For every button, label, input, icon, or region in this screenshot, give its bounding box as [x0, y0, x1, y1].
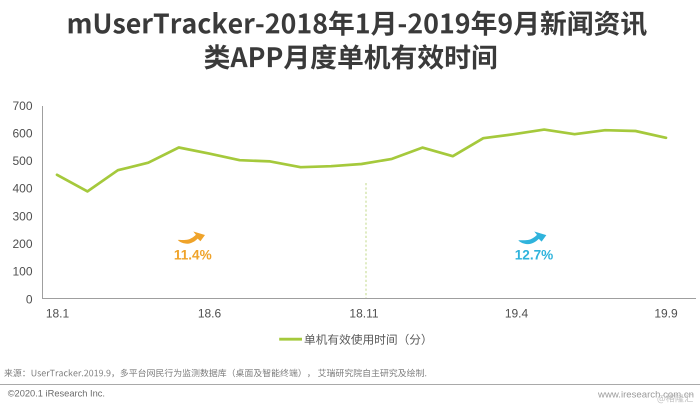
svg-text:700: 700 — [12, 99, 32, 113]
svg-text:400: 400 — [12, 182, 32, 196]
svg-text:500: 500 — [12, 154, 32, 168]
svg-text:100: 100 — [12, 265, 32, 279]
svg-text:200: 200 — [12, 237, 32, 251]
svg-text:300: 300 — [12, 209, 32, 223]
svg-text:19.9: 19.9 — [654, 307, 678, 321]
svg-text:0: 0 — [26, 292, 33, 306]
svg-text:11.4%: 11.4% — [174, 247, 212, 262]
svg-text:www.iresearch.com.cn: www.iresearch.com.cn — [597, 390, 694, 401]
svg-text:18.6: 18.6 — [198, 307, 222, 321]
svg-text:600: 600 — [12, 126, 32, 140]
svg-text:19.4: 19.4 — [505, 307, 529, 321]
svg-text:©2020.1 iResearch Inc.: ©2020.1 iResearch Inc. — [8, 388, 105, 398]
svg-text:18.1: 18.1 — [46, 307, 70, 321]
svg-text:12.7%: 12.7% — [515, 247, 554, 262]
svg-text:18.11: 18.11 — [349, 307, 378, 321]
